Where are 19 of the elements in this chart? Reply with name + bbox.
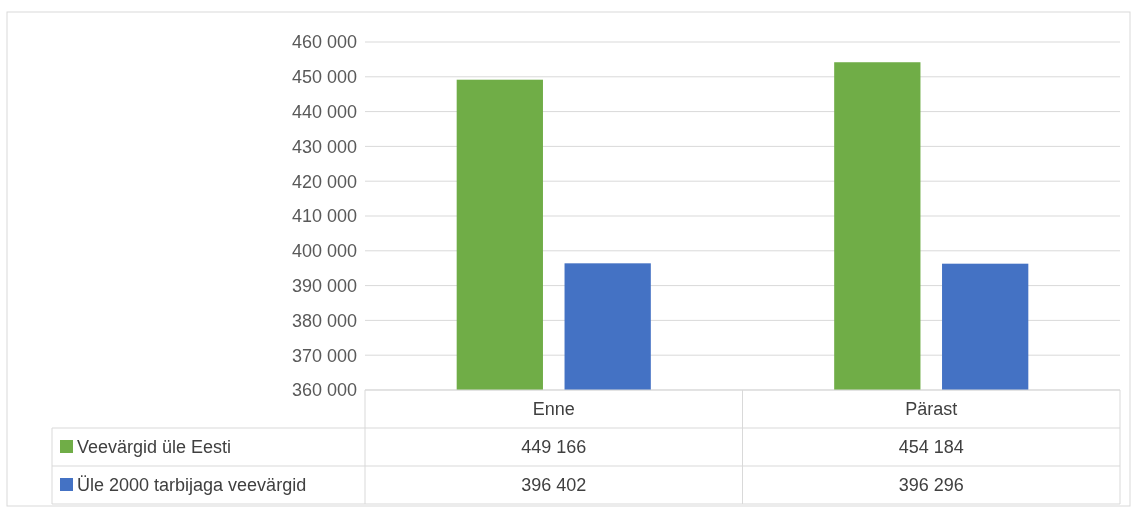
x-tick-label: Enne: [532, 399, 575, 420]
legend-label: Üle 2000 tarbijaga veevärgid: [77, 475, 307, 496]
data-label: 396 402: [521, 475, 587, 496]
x-tick-label: Pärast: [905, 399, 958, 420]
data-label: 396 296: [898, 475, 964, 496]
legend-label: Veevärgid üle Eesti: [77, 437, 232, 458]
y-tick-label: 390 000: [291, 275, 357, 296]
y-tick-label: 460 000: [291, 32, 357, 53]
data-label: 454 184: [898, 437, 964, 458]
y-tick-label: 440 000: [291, 101, 357, 122]
y-tick-label: 400 000: [291, 241, 357, 262]
y-tick-label: 450 000: [291, 67, 357, 88]
y-tick-label: 430 000: [291, 136, 357, 157]
y-tick-label: 360 000: [291, 380, 357, 401]
y-tick-label: 420 000: [291, 171, 357, 192]
y-tick-label: 370 000: [291, 345, 357, 366]
y-tick-label: 410 000: [291, 206, 357, 227]
y-tick-label: 380 000: [291, 310, 357, 331]
data-label: 449 166: [521, 437, 587, 458]
